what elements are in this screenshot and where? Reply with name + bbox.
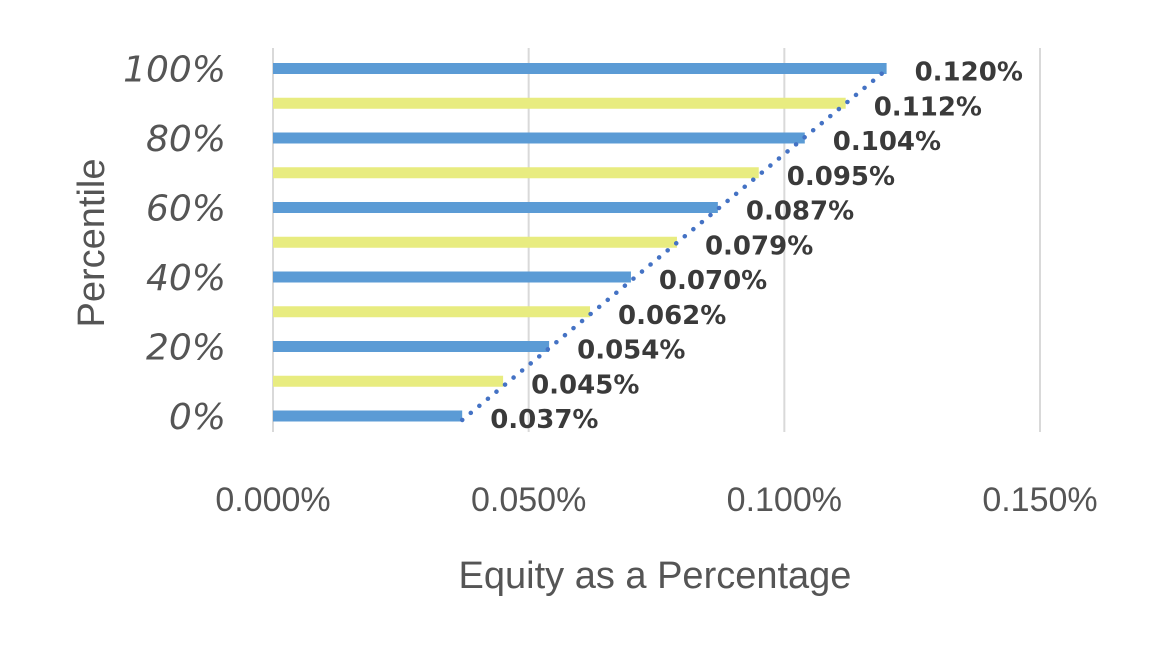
trendline [459,66,891,423]
data-labels: 0.037% 0.045% 0.054% 0.062% 0.070% 0.079% 0.08… [490,58,1023,436]
data-label: 0.087% [746,197,854,227]
x-tick-labels: 0.000% 0.050% 0.100% 0.150% [215,481,1097,519]
data-label: 0.037% [490,405,598,435]
y-tick-label: 100% [123,50,226,91]
y-tick-label: 80% [146,119,226,160]
y-tick-label: 60% [146,189,226,230]
data-label: 0.070% [659,266,767,296]
x-tick-label: 0.050% [471,481,586,519]
x-axis-title: Equity as a Percentage [459,555,852,597]
y-tick-label: 20% [146,328,226,369]
bar [273,375,504,387]
bar [273,63,887,74]
bar [273,97,846,109]
data-label: 0.079% [705,231,813,261]
bar [273,236,677,248]
bar [273,167,759,179]
data-label: 0.054% [577,336,685,366]
x-tick-label: 0.000% [215,481,330,519]
bar [273,306,591,318]
bar [273,341,550,352]
data-label: 0.095% [787,162,895,192]
data-label: 0.104% [833,127,941,157]
bar [273,202,718,213]
bars [273,63,887,422]
x-tick-label: 0.100% [727,481,842,519]
y-tick-labels: 0% 20% 40% 60% 80% 100% [123,50,226,439]
bar [273,410,463,422]
data-label: 0.112% [874,92,982,122]
y-tick-label: 40% [146,258,226,299]
data-label: 0.120% [915,58,1023,88]
x-tick-label: 0.150% [982,481,1097,519]
y-tick-label: 0% [169,397,226,438]
bar [273,271,631,283]
trendline-path [459,66,891,423]
data-label: 0.062% [618,301,726,331]
bar [273,132,805,144]
data-label: 0.045% [531,370,639,400]
y-axis-title: Percentile [71,159,113,328]
